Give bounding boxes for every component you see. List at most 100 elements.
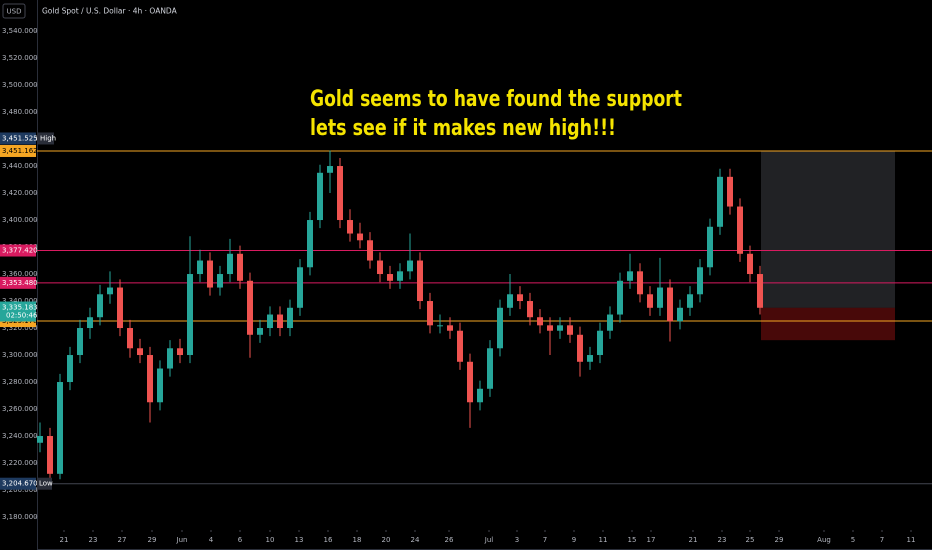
candle-body xyxy=(47,436,53,474)
y-tick-label: 3,280.000 xyxy=(2,378,38,386)
countdown: 02:50:46 xyxy=(6,312,38,320)
candle-body xyxy=(317,172,323,221)
position-profit xyxy=(761,150,895,308)
high-tag xyxy=(37,132,54,145)
candle-body xyxy=(217,274,223,288)
candle-body xyxy=(487,348,493,389)
candle-body xyxy=(757,274,763,308)
currency-button[interactable] xyxy=(2,3,26,19)
low-tag xyxy=(37,477,52,490)
candle-body xyxy=(397,271,403,281)
candle-body xyxy=(607,314,613,331)
candle-body xyxy=(307,220,313,268)
candle-body xyxy=(527,301,533,318)
x-tick-label: 10 xyxy=(266,536,275,544)
y-tick-label: 3,480.000 xyxy=(2,108,38,116)
level-badge-label: 3,377.420 xyxy=(2,247,38,255)
current-badge xyxy=(0,301,36,322)
level-badge-label: 3,451.162 xyxy=(2,147,38,155)
y-tick-label: 3,420.000 xyxy=(2,189,38,197)
candle-body xyxy=(67,355,73,383)
low-tag-label: Low xyxy=(39,480,53,488)
candle-body xyxy=(387,274,393,281)
x-tick-label: 29 xyxy=(775,536,784,544)
candle-body xyxy=(377,260,383,275)
candle-body xyxy=(77,328,83,356)
candle-body xyxy=(107,287,113,295)
x-tick-label: 20 xyxy=(382,536,391,544)
x-tick-label: 7 xyxy=(880,536,884,544)
candle-body xyxy=(547,325,553,331)
candle-body xyxy=(557,325,563,331)
candle-body xyxy=(347,220,353,234)
x-tick-label: 11 xyxy=(907,536,916,544)
candle-body xyxy=(287,307,293,329)
candle-body xyxy=(147,355,153,403)
candle-body xyxy=(137,348,143,356)
candle-body xyxy=(197,260,203,275)
y-tick-label: 3,320.000 xyxy=(2,324,38,332)
x-tick-label: 3 xyxy=(515,536,519,544)
y-tick-label: 3,240.000 xyxy=(2,432,38,440)
candle-body xyxy=(697,267,703,295)
candle-body xyxy=(447,325,453,331)
low-badge xyxy=(0,477,36,490)
candle-body xyxy=(227,253,233,275)
x-tick-label: Jul xyxy=(484,536,494,544)
candle-body xyxy=(267,314,273,329)
x-tick-label: 16 xyxy=(324,536,333,544)
y-tick-label: 3,520.000 xyxy=(2,54,38,62)
level-badge xyxy=(0,244,36,257)
candle-body xyxy=(507,294,513,308)
candle-body xyxy=(667,287,673,322)
candle-body xyxy=(337,166,343,221)
candle-body xyxy=(437,325,443,327)
candle-body xyxy=(587,355,593,362)
x-tick-label: 26 xyxy=(445,536,454,544)
x-tick-label: 29 xyxy=(148,536,157,544)
candle-body xyxy=(597,330,603,356)
chart-title: Gold Spot / U.S. Dollar · 4h · OANDA xyxy=(42,7,178,16)
x-tick-label: 24 xyxy=(411,536,420,544)
candle-body xyxy=(617,280,623,315)
high-tag-label: High xyxy=(40,134,56,142)
high-badge xyxy=(0,132,36,145)
candle-body xyxy=(357,233,363,241)
x-tick-label: Jun xyxy=(176,536,188,544)
currency[interactable]: USD xyxy=(7,8,22,16)
y-tick-label: 3,180.000 xyxy=(2,513,38,521)
candle-body xyxy=(477,388,483,403)
annotation: Gold seems to have found the support xyxy=(310,87,682,112)
candle-body xyxy=(707,226,713,268)
candle-body xyxy=(327,166,333,173)
x-tick-label: 7 xyxy=(543,536,547,544)
level-badge xyxy=(0,144,36,157)
candle-body xyxy=(577,334,583,362)
candle-body xyxy=(567,325,573,335)
x-tick-label: 18 xyxy=(353,536,362,544)
candle-body xyxy=(57,382,63,474)
x-tick-label: 27 xyxy=(118,536,127,544)
candle-body xyxy=(277,314,283,329)
candle-body xyxy=(97,294,103,318)
candle-body xyxy=(247,280,253,335)
candle-body xyxy=(467,361,473,403)
y-tick-label: 3,540.000 xyxy=(2,27,38,35)
candle-body xyxy=(167,348,173,369)
candle-body xyxy=(187,274,193,356)
x-tick-label: 4 xyxy=(209,536,214,544)
y-tick-label: 3,500.000 xyxy=(2,81,38,89)
candle-body xyxy=(677,307,683,322)
y-tick-label: 3,400.000 xyxy=(2,216,38,224)
y-tick-label: 3,260.000 xyxy=(2,405,38,413)
candle-body xyxy=(517,294,523,302)
x-tick-label: 21 xyxy=(689,536,698,544)
x-tick-label: 23 xyxy=(718,536,727,544)
y-tick-label: 3,300.000 xyxy=(2,351,38,359)
candle-body xyxy=(37,436,43,443)
y-tick-label: 3,360.000 xyxy=(2,270,38,278)
candle-body xyxy=(177,348,183,356)
candle-body xyxy=(687,294,693,308)
candle-body xyxy=(497,307,503,349)
